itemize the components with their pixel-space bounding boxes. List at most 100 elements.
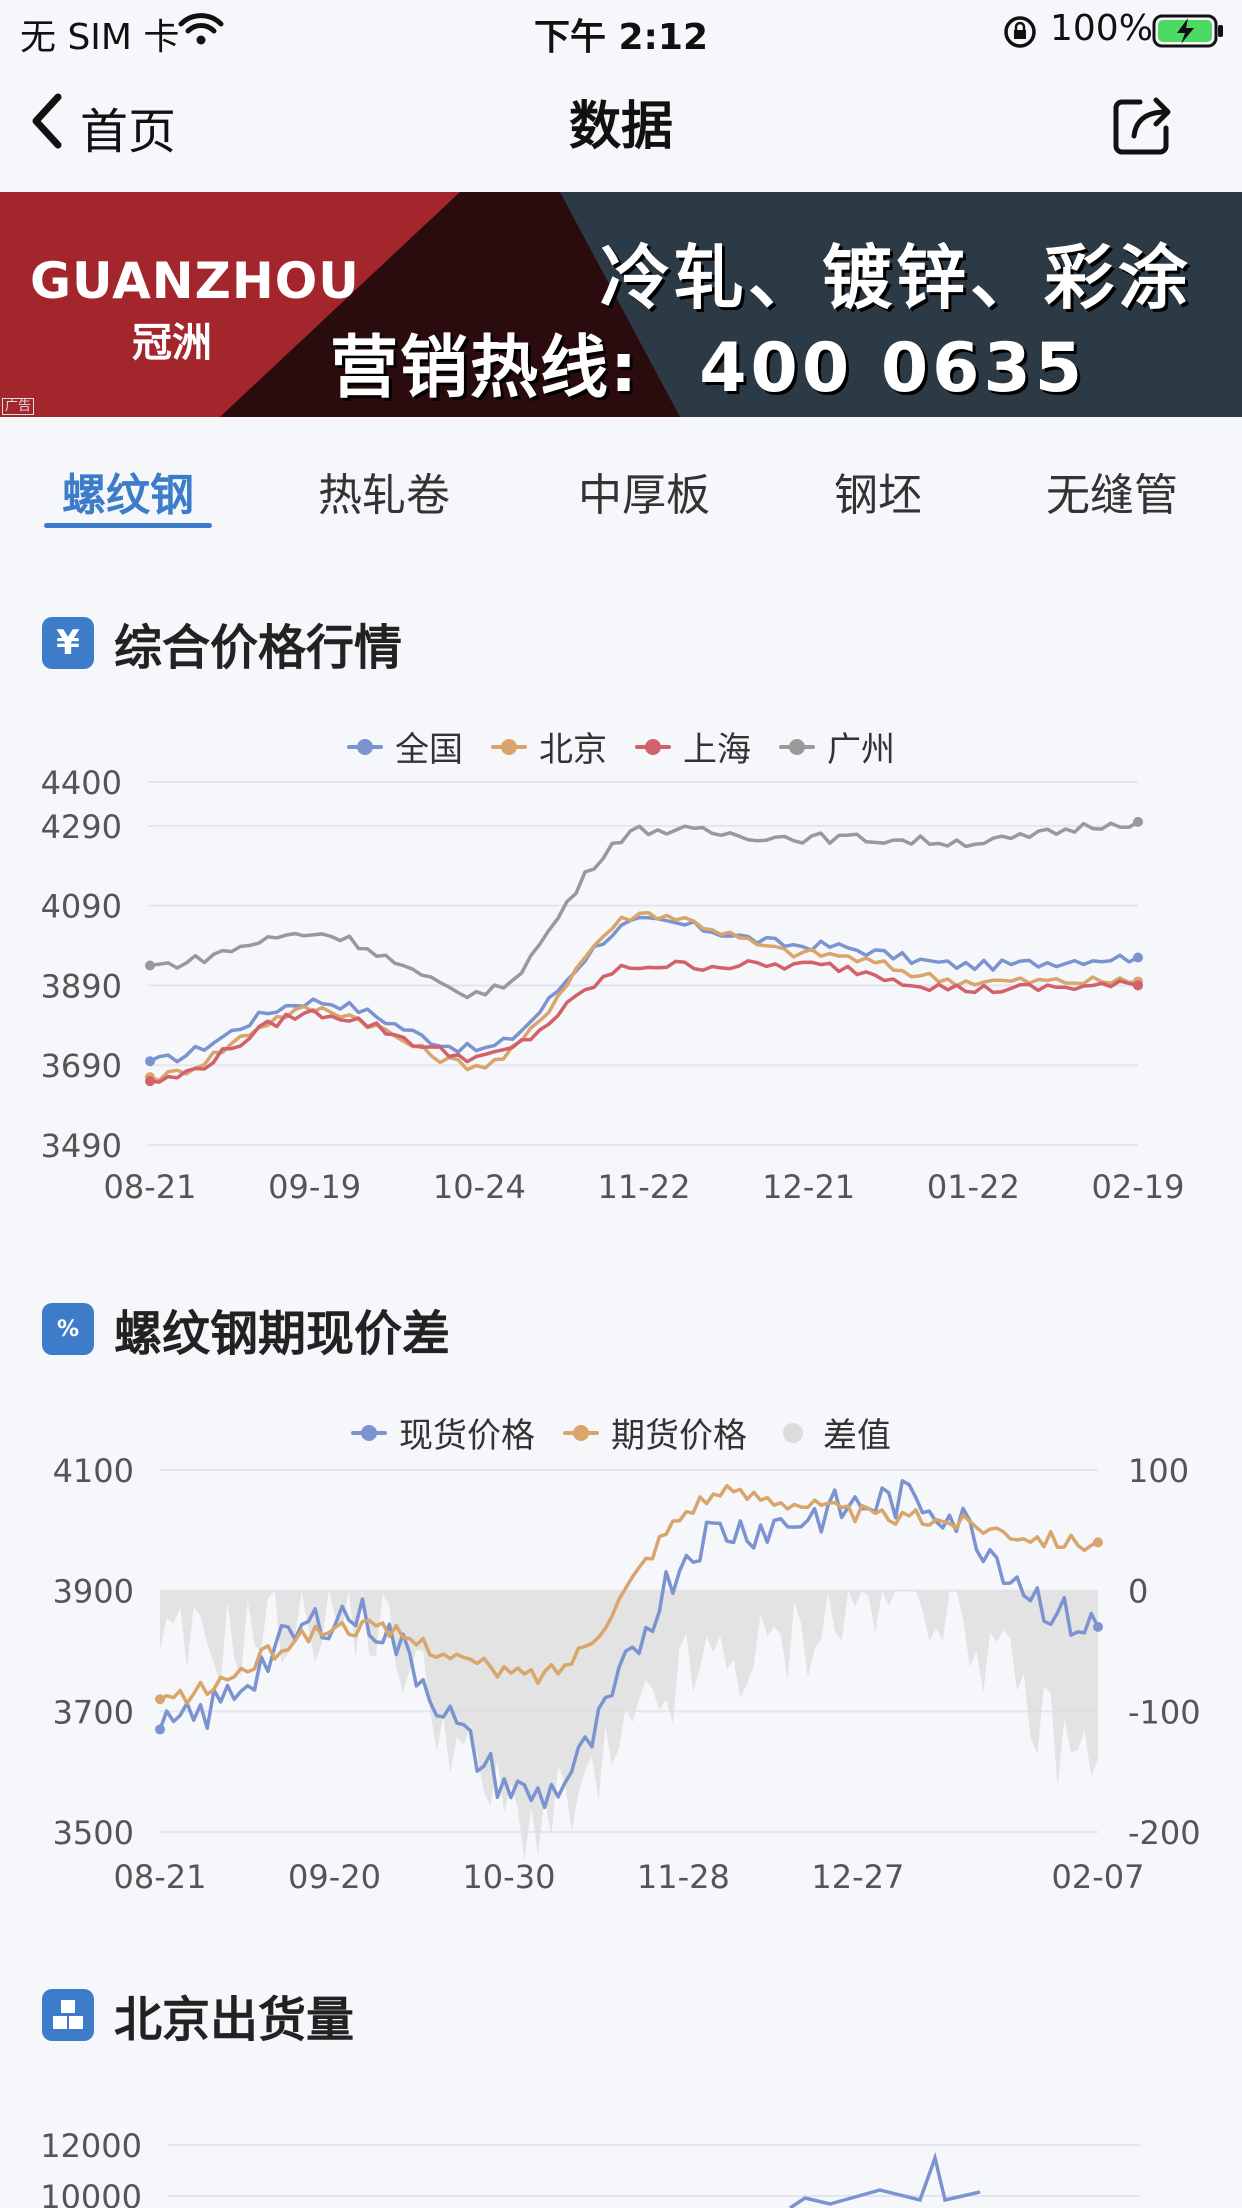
x-tick-label: 12-21: [762, 1168, 855, 1206]
hotline-number: 400 0635 866: [330, 329, 1087, 417]
status-time: 下午 2:12: [533, 17, 709, 58]
series-line-0: [149, 915, 1139, 1064]
series-point: [1133, 816, 1143, 827]
share-icon: [1110, 97, 1176, 162]
x-tick-label: 12-27: [811, 1858, 904, 1896]
y-left-tick-label: 3900: [53, 1573, 134, 1611]
chevron-left-icon: [30, 93, 62, 161]
wifi-icon: [178, 12, 224, 50]
page-title: 数据: [568, 97, 673, 157]
ad-tag: 广告: [2, 398, 35, 415]
cubes-icon: [42, 1989, 94, 2041]
y-right-tick-label: -100: [1128, 1693, 1201, 1731]
series-point: [145, 1076, 155, 1087]
share-button[interactable]: [1110, 92, 1176, 162]
section-shipment-title: 北京出货量: [114, 1992, 355, 2048]
x-tick-label: 10-24: [433, 1168, 526, 1206]
banner-brand-cn: 冠洲: [132, 320, 212, 366]
x-tick-label: 09-20: [288, 1858, 381, 1896]
x-tick-label: 02-07: [1052, 1858, 1145, 1896]
spread-chart[interactable]: 3500 3700 3900 4100 -200 -100 0 100 08-21 09-20 10…: [0, 1440, 1242, 1900]
legend-guangzhou[interactable]: 广州: [779, 722, 895, 771]
orientation-lock-icon: [1002, 14, 1038, 54]
y-right-tick-label: -200: [1128, 1814, 1201, 1852]
percent-icon: %: [42, 1303, 94, 1355]
section-price-title: 综合价格行情: [114, 620, 403, 676]
status-bar: 无 SIM 卡 下午 2:12 100%: [0, 0, 1242, 62]
legend-label: 差值: [823, 1416, 891, 1456]
spread-legend: 现货价格 期货价格 差值: [0, 1408, 1242, 1457]
y-tick-label: 4400: [41, 764, 122, 802]
navigation-bar: 首页 数据: [0, 62, 1242, 192]
series-line-0: [789, 2151, 981, 2208]
banner-background: [0, 192, 680, 417]
tab-seamless-pipe[interactable]: 无缝管: [1046, 470, 1178, 521]
y-left-tick-label: 3700: [53, 1693, 134, 1731]
section-price-header: ¥ 综合价格行情: [42, 608, 402, 678]
series-point: [1133, 952, 1143, 963]
legend-label: 广州: [827, 730, 895, 770]
x-tick-label: 10-30: [462, 1858, 555, 1896]
y-tick-label: 3490: [41, 1127, 122, 1165]
x-tick-label: 08-21: [104, 1168, 197, 1206]
section-shipment-header: 北京出货量: [42, 1980, 354, 2050]
battery-charging-icon: [1152, 14, 1226, 52]
x-tick-label: 01-22: [927, 1168, 1020, 1206]
y-tick-label: 3890: [41, 967, 122, 1005]
y-right-tick-label: 100: [1128, 1452, 1189, 1490]
series-point: [145, 1056, 155, 1067]
series-line-0: [158, 1479, 1100, 1810]
legend-shanghai[interactable]: 上海: [635, 722, 751, 771]
legend-futures[interactable]: 期货价格: [563, 1408, 747, 1457]
y-left-tick-label: 3500: [53, 1814, 134, 1852]
series-line-1: [159, 1483, 1099, 1706]
shipment-chart[interactable]: 12000 10000: [0, 2130, 1242, 2208]
yuan-icon: ¥: [42, 617, 94, 669]
tab-billet[interactable]: 钢坯: [834, 470, 922, 521]
series-point: [1093, 1537, 1103, 1548]
legend-national[interactable]: 全国: [347, 722, 463, 771]
series-point: [155, 1694, 165, 1705]
battery-percentage: 100%: [1050, 8, 1153, 49]
carrier-label: 无 SIM 卡: [20, 17, 180, 58]
y-tick-label: 4290: [41, 808, 122, 846]
series-line-2: [149, 959, 1139, 1084]
diff-area: [160, 1590, 1098, 1861]
price-chart[interactable]: 3490 3690 3890 4090 4290 4400 08-21 09-19 10-24 1…: [0, 760, 1242, 1220]
section-spread-title: 螺纹钢期现价差: [114, 1306, 451, 1362]
legend-spot[interactable]: 现货价格: [351, 1408, 535, 1457]
series-line-3: [149, 820, 1139, 1000]
series-point: [145, 960, 155, 971]
back-label: 首页: [80, 104, 177, 160]
legend-label: 上海: [683, 730, 751, 770]
banner-brand: GUANZHOU: [30, 252, 360, 310]
x-tick-label: 08-21: [114, 1858, 207, 1896]
x-tick-label: 09-19: [268, 1168, 361, 1206]
tab-hot-rolled-coil[interactable]: 热轧卷: [318, 470, 450, 521]
series-point: [155, 1724, 165, 1735]
series-point: [1093, 1621, 1103, 1632]
legend-label: 期货价格: [611, 1416, 747, 1456]
y-tick-label: 12000: [40, 2130, 142, 2165]
series-line-1: [149, 910, 1139, 1083]
banner-hotline: 营销热线:400 0635 866: [330, 312, 1242, 417]
legend-beijing[interactable]: 北京: [491, 722, 607, 771]
legend-diff[interactable]: 差值: [775, 1408, 891, 1457]
x-tick-label: 11-22: [598, 1168, 691, 1206]
y-tick-label: 10000: [40, 2178, 142, 2208]
y-right-tick-label: 0: [1128, 1573, 1148, 1611]
tab-rebar[interactable]: 螺纹钢: [62, 470, 194, 521]
legend-label: 北京: [539, 730, 607, 770]
hotline-label: 营销热线:: [330, 329, 640, 408]
price-legend: 全国 北京 上海 广州: [0, 722, 1242, 771]
y-tick-label: 4090: [41, 888, 122, 926]
x-tick-label: 02-19: [1092, 1168, 1185, 1206]
tab-medium-plate[interactable]: 中厚板: [578, 470, 710, 521]
back-button[interactable]: 首页: [30, 92, 176, 162]
tab-indicator: [44, 523, 212, 528]
section-spread-header: % 螺纹钢期现价差: [42, 1294, 450, 1364]
legend-label: 现货价格: [399, 1416, 535, 1456]
category-tabs: 螺纹钢 热轧卷 中厚板 钢坯 无缝管: [0, 417, 1242, 532]
advertisement-banner[interactable]: GUANZHOU 冠洲 冷轧、镀锌、彩涂 营销热线:400 0635 866 广…: [0, 192, 1242, 417]
x-tick-label: 11-28: [637, 1858, 730, 1896]
